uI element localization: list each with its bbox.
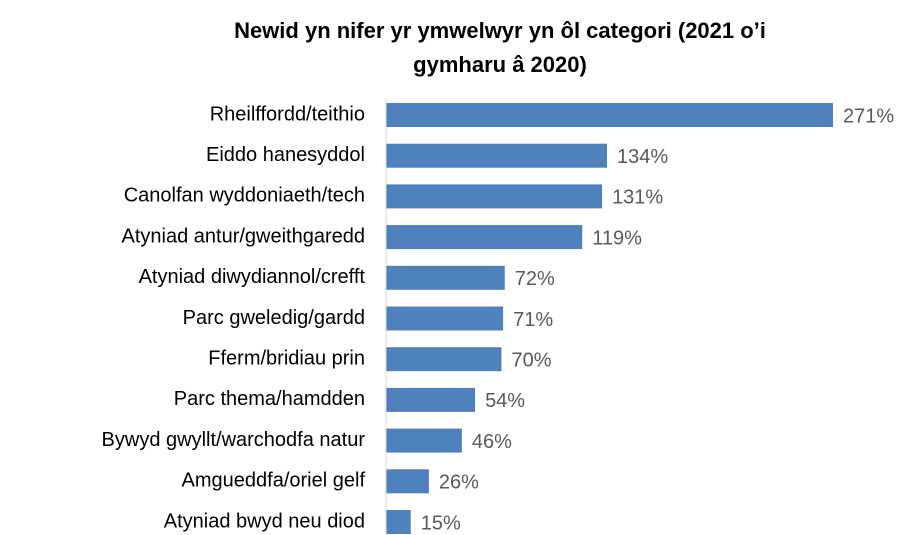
bar — [386, 184, 603, 209]
category-label: Atyniad diwydiannol/crefft — [139, 266, 366, 288]
category-label: Amgueddfa/oriel gelf — [182, 470, 366, 492]
category-label: Fferm/bridiau prin — [208, 347, 365, 369]
value-label: 15% — [421, 512, 461, 534]
category-label: Canolfan wyddoniaeth/tech — [124, 185, 365, 207]
bar — [386, 265, 505, 290]
value-label: 26% — [439, 472, 479, 494]
value-label: 71% — [513, 309, 553, 331]
value-label: 119% — [592, 227, 642, 249]
bar — [386, 103, 833, 127]
category-label: Parc gweledig/gardd — [183, 307, 365, 329]
category-label: Bywyd gwyllt/warchodfa natur — [102, 429, 366, 451]
chart-title: Newid yn nifer yr ymwelwyr yn ôl categor… — [234, 18, 766, 77]
value-label: 271% — [843, 105, 894, 127]
bar — [386, 387, 476, 412]
bar — [386, 469, 429, 494]
svg-text:gymharu â 2020): gymharu â 2020) — [413, 52, 587, 77]
value-label: 54% — [485, 390, 525, 412]
bar — [386, 347, 502, 372]
svg-text:Newid yn nifer yr ymwelwyr yn: Newid yn nifer yr ymwelwyr yn ôl categor… — [234, 18, 766, 43]
category-label: Rheilffordd/teithio — [210, 103, 365, 125]
value-label: 131% — [612, 187, 663, 209]
value-label: 46% — [472, 431, 512, 453]
bar — [386, 510, 411, 534]
category-label: Atyniad antur/gweithgaredd — [122, 225, 366, 247]
value-label: 72% — [515, 268, 555, 290]
category-label: Parc thema/hamdden — [174, 388, 365, 410]
category-label: Atyniad bwyd neu diod — [164, 510, 365, 532]
value-label: 70% — [511, 349, 551, 371]
bar — [386, 225, 583, 250]
bar — [386, 143, 608, 168]
bar — [386, 306, 504, 331]
value-label: 134% — [617, 146, 668, 168]
category-label: Eiddo hanesyddol — [206, 144, 365, 166]
bar — [386, 428, 462, 453]
